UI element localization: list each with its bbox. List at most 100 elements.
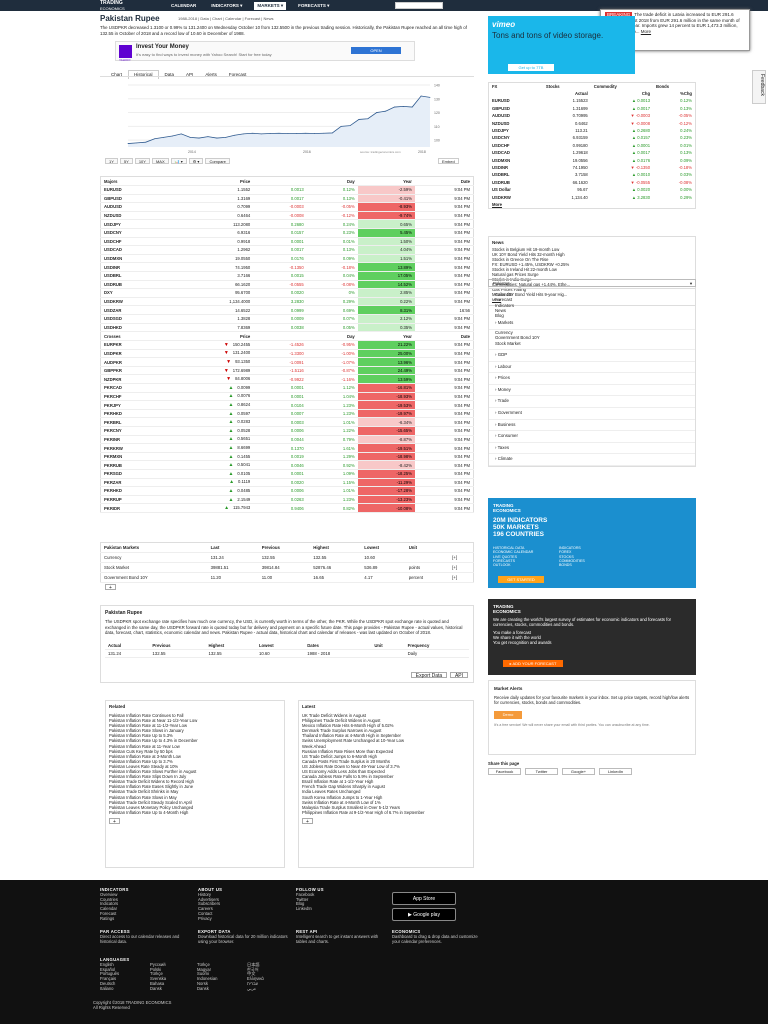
list-item[interactable]: French Trade Gap Widens Sharply in Augus…	[302, 784, 385, 790]
symbol[interactable]: NZDUSD	[492, 120, 510, 126]
symbol[interactable]: PKRZAR	[100, 478, 168, 488]
footer-link[interactable]: Contact	[198, 910, 213, 916]
table-row[interactable]: USDCAD 1.2962 0.0017 0.13% 4.04% 9:04 PM	[100, 245, 474, 255]
table-row[interactable]: EURPKR ▼ 150.2455 -1.4526 -0.95% 21.22% 9:04 P…	[100, 340, 474, 350]
symbol[interactable]: USDRUB	[492, 179, 510, 185]
list-item[interactable]: Pakistan Inflation Rate Slows in January	[109, 728, 184, 734]
symbol[interactable]: USDKRW	[492, 194, 511, 200]
language-link[interactable]: Deutsch	[100, 980, 116, 986]
list-item[interactable]: Gas Prices Falling	[492, 287, 526, 292]
table-row[interactable]: PKRJPY ▲ 0.8624 0.0104 1.23% -19.53% 9:04 PM	[100, 400, 474, 410]
footer-link[interactable]: Facebook	[296, 891, 315, 897]
table-row[interactable]: NZDUSD 0.6464 -0.0008 -0.12% -9.74% 9:04 PM	[100, 211, 474, 221]
footer-link[interactable]: Twitter	[296, 896, 309, 902]
footer-link[interactable]: Ratings	[100, 915, 115, 921]
symbol[interactable]: USDINR	[492, 164, 509, 170]
symbol[interactable]: USDJPY	[492, 128, 509, 134]
list-item[interactable]: Pakistan Inflation Rate Up to 3.7%	[109, 758, 173, 764]
list-item[interactable]: Stocks in Greece On The Rise	[492, 257, 549, 262]
table-row[interactable]: EURUSD 1.15523 ▲ 0.0013 0.12%	[489, 97, 696, 104]
add-forecast-button[interactable]: ▸ ADD YOUR FORECAST	[503, 660, 563, 667]
table-row[interactable]: PKRKRW ▲ 8.6699 0.1370 1.61% -19.51% 9:04 PM	[100, 443, 474, 453]
symbol[interactable]: USDBRL	[100, 271, 168, 281]
api-button[interactable]: API	[450, 672, 468, 679]
list-item[interactable]: Pakistan Inflation Rate Up to 5.3%	[109, 733, 173, 739]
symbol[interactable]: PKRCHF	[100, 392, 168, 402]
footer-link[interactable]: Indicators	[100, 901, 119, 907]
category-money[interactable]: › Money	[489, 385, 695, 397]
table-row[interactable]: PKRINR ▲ 0.5651 0.0044 0.79% -8.87% 9:04 PM	[100, 435, 474, 445]
symbol[interactable]: USDRUB	[100, 280, 168, 290]
list-item[interactable]: Denmark Trade Surplus Narrows in August	[302, 728, 382, 734]
list-item[interactable]: Commodities: Natural gas +1.44%, Ethe...	[492, 282, 571, 287]
language-link[interactable]: Norsk	[197, 980, 208, 986]
footer-access[interactable]: PAR ACCESS Direct access to our calendar …	[100, 929, 180, 944]
footer-link[interactable]: Privacy	[198, 915, 212, 921]
vimeo-ad[interactable]: vimeo Tons and tons of video storage. Ge…	[488, 16, 635, 74]
language-link[interactable]: עברית	[247, 980, 259, 986]
symbol[interactable]: USDZAR	[100, 305, 168, 315]
list-item[interactable]: Philippines Trade Deficit Widens in Augu…	[302, 718, 381, 724]
table-row[interactable]: USDCAD 1.29618 ▲ 0.0017 0.13%	[489, 149, 696, 156]
language-link[interactable]: Polski	[150, 966, 162, 972]
table-row[interactable]: PKRRUP ▲ 2.1549 0.0263 1.23% -13.23% 9:04 PM	[100, 495, 474, 505]
list-item[interactable]: FX: EURUSD +1.45%, USDKRW +0.25%	[492, 262, 570, 267]
footer-export[interactable]: EXPORT DATA Download historical data for …	[198, 929, 288, 944]
share-facebook-button[interactable]: Facebook	[488, 768, 521, 775]
table-row[interactable]: AUDPKR ▼ 93.1350 -1.0091 -1.07% 13.96% 9:04 PM	[100, 357, 474, 367]
chart-control-0[interactable]: 1Y	[105, 158, 118, 164]
symbol[interactable]: PKRINR	[100, 435, 168, 445]
list-item[interactable]: Pakistan Trade Deficit Shrinks in May	[109, 789, 179, 795]
summary-cell[interactable]: [+]	[449, 562, 474, 573]
symbol[interactable]: PKRHKD	[100, 409, 168, 419]
share-twitter-button[interactable]: Twitter	[525, 768, 558, 775]
list-item[interactable]: South Korea Inflation Jumps to 1-Year Hi…	[302, 794, 383, 800]
list-item[interactable]: Pakistan Inflation Rate at Near 11-1/2-Y…	[109, 718, 198, 724]
category-markets[interactable]: › Markets	[489, 318, 695, 331]
trading-economics-promo[interactable]: TRADING ECONOMICS 20M INDICATORS 50K MARK…	[488, 498, 696, 588]
symbol[interactable]: PKRSGD	[100, 469, 168, 479]
chart-control-6[interactable]: Compare	[205, 158, 230, 164]
table-row[interactable]: AUDUSD 0.70995 ▼ -0.0003 -0.05%	[489, 112, 696, 119]
language-link[interactable]: Español	[100, 966, 116, 972]
symbol[interactable]: PKRJPY	[100, 400, 168, 410]
table-row[interactable]: PKRHKD ▲ 0.0597 0.0007 1.23% -19.97% 9:04 PM	[100, 409, 474, 419]
list-item[interactable]: Pakistan Inflation Rate Continues to Fal…	[109, 713, 184, 718]
alerts-demo-button[interactable]: Demo	[494, 711, 522, 719]
table-row[interactable]: PKRZAR ▲ 0.1119 0.0020 1.15% -11.29% 9:04 PM	[100, 478, 474, 488]
table-row[interactable]: US Dollar 95.67 ▲ 0.0020 0.00%	[489, 186, 696, 193]
language-link[interactable]: 日本語	[247, 961, 260, 967]
language-link[interactable]: Français	[100, 976, 117, 982]
list-item[interactable]: Pakistan Inflation Rate Slows in May	[109, 794, 177, 800]
table-row[interactable]: AUDUSD 0.7099 -0.0003 -0.05% -8.93% 9:04 PM	[100, 202, 474, 212]
site-logo[interactable]: TRADING ECONOMICS	[100, 0, 125, 12]
list-item[interactable]: UK 10Y Bond Yield Hits 32-month High	[492, 252, 565, 257]
table-row[interactable]: GBPUSD 1.3169 0.0017 0.13% -0.41% 9:04 PM	[100, 194, 474, 204]
table-row[interactable]: Stock Market 39881.51 39814.84 52876.46 536.…	[100, 562, 474, 573]
symbol[interactable]: PKRBRL	[100, 417, 168, 428]
category-taxes[interactable]: › Taxes	[489, 443, 695, 455]
symbol[interactable]: AUDUSD	[100, 202, 168, 212]
table-row[interactable]: Currency 131.24 132.55 132.55 10.60 [+]	[100, 552, 474, 563]
language-link[interactable]: Dansk	[150, 985, 162, 991]
category-gdp[interactable]: › GDP	[489, 350, 695, 362]
table-row[interactable]: USDCNY 6.93159 ▲ 0.0157 0.23%	[489, 134, 696, 141]
table-row[interactable]: PKRCHF ▲ 0.0076 0.0001 1.04% -18.93% 9:04 PM	[100, 392, 474, 402]
list-item[interactable]: Stocks in Belgium Hit 19-month Low	[492, 247, 560, 252]
latest-plus-button[interactable]: +	[302, 817, 313, 825]
news-more-link[interactable]: More	[492, 297, 502, 302]
list-item[interactable]: Mexico Inflation Rate Hits 6-Month High …	[302, 723, 394, 729]
category-link[interactable]: News	[495, 307, 506, 313]
table-row[interactable]: USDRUB 66.1620 ▼ -0.0555 -0.08%	[489, 179, 696, 186]
list-item[interactable]: UK Trade Deficit Widens in August	[302, 713, 367, 718]
symbol[interactable]: USDCHF	[100, 237, 168, 247]
get-started-button[interactable]: GET STARTED	[498, 576, 544, 583]
footer-link[interactable]: Countries	[100, 896, 118, 902]
language-link[interactable]: Magyar	[197, 966, 211, 972]
table-row[interactable]: PKRBRL ▲ 0.0283 0.0003 1.01% -6.34% 9:04 PM	[100, 417, 474, 428]
symbol[interactable]: PKRCNY	[100, 426, 168, 436]
footer-link[interactable]: History	[198, 891, 212, 897]
language-link[interactable]: Bahasa	[150, 980, 165, 986]
table-row[interactable]: USDRUB 66.1620 -0.0555 -0.08% 14.52% 9:04 PM	[100, 280, 474, 290]
forecast-promo[interactable]: TRADING ECONOMICS We are creating the wor…	[488, 599, 696, 675]
